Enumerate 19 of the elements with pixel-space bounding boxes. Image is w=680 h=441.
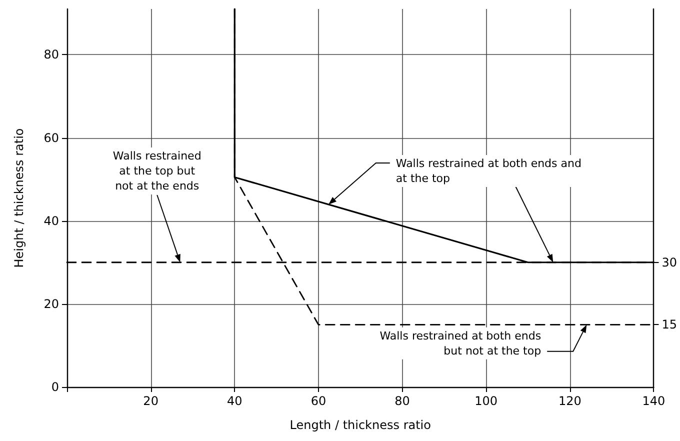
y2-tick-label: 15: [662, 318, 678, 332]
y-tick-label: 0: [51, 380, 59, 394]
x-tick-label: 80: [394, 394, 410, 408]
y-tick-label: 80: [44, 48, 59, 62]
y2-tick-label: 30: [662, 255, 678, 270]
x-tick-label: 60: [310, 394, 326, 408]
x-tick-label: 140: [642, 394, 666, 408]
x-tick-label: 120: [558, 394, 582, 408]
x-tick-label: 40: [226, 394, 242, 408]
y-axis-title: Height / thickness ratio: [12, 128, 26, 268]
annotation: Walls restrained at both ends and at the top: [396, 157, 582, 185]
x-tick-label: 100: [474, 394, 498, 408]
annotation: Walls restrained at the top but not at the ends: [112, 150, 202, 192]
x-axis-title: Length / thickness ratio: [290, 418, 431, 432]
annotation: Walls restrained at both ends but not at the top: [380, 329, 542, 358]
x-tick-label: 20: [143, 394, 158, 408]
y-tick-label: 40: [44, 214, 59, 228]
y-tick-label: 60: [44, 130, 59, 145]
y-tick-label: 20: [44, 296, 59, 311]
